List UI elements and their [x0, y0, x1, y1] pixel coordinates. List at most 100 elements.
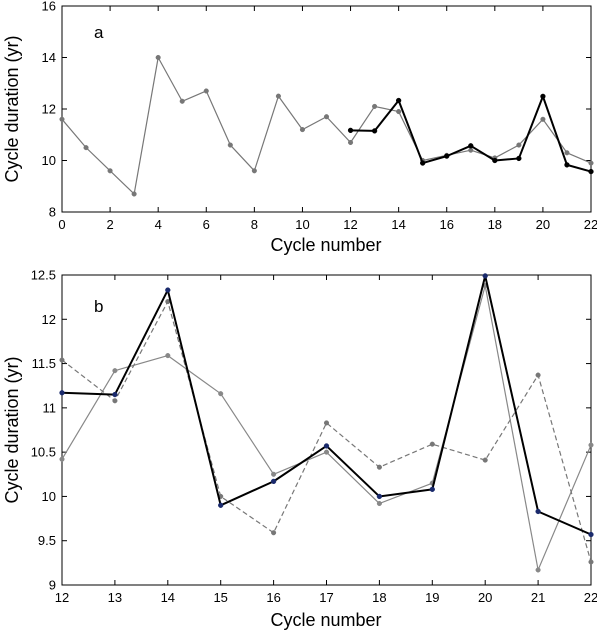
panel-a-series-1-point: [179, 98, 185, 104]
panel-b-series-2-point: [482, 457, 488, 463]
panel-b-x-tick-label: 17: [319, 590, 333, 605]
panel-a-frame: [61, 5, 592, 213]
panel-a-series-1-point: [323, 114, 330, 120]
panel-b-series-1-line: [61, 285, 592, 571]
panel-b-series-3-point: [59, 390, 65, 396]
panel-a-series-1-point: [107, 168, 113, 174]
panel-b-series-2-point: [112, 398, 118, 404]
panel-a-series-2-point: [588, 168, 594, 175]
panel-b-series-3-point: [482, 273, 488, 279]
panel-a-series-1-point: [83, 145, 89, 151]
panel-b-series: [59, 273, 594, 573]
panel-a-series-1-point: [203, 88, 209, 94]
panel-a-series-1-point: [227, 142, 233, 148]
panel-b-x-tick-label: 22: [584, 590, 597, 605]
panel-a-x-tick-label: 20: [536, 217, 550, 232]
panel-b-series-1-point: [165, 353, 171, 359]
panel-a-y-axis-title: Cycle duration (yr): [2, 35, 22, 182]
panel-b-series-3-point: [218, 502, 224, 508]
panel-b-series-3-point: [429, 486, 435, 492]
panel-a-series-2-point: [492, 157, 498, 164]
panel-b-series-3-point: [112, 391, 118, 398]
panel-a-series-1-point: [468, 147, 474, 153]
panel-b-y-tick-label: 10: [42, 489, 56, 504]
panel-a-series-1-point: [275, 93, 281, 99]
panel-a-x-tick-label: 12: [343, 217, 357, 232]
panel-b-x-tick-label: 14: [161, 590, 175, 605]
panel-b-y-tick-label: 11.5: [32, 356, 56, 371]
panel-a-series-2-point: [540, 93, 546, 100]
panel-a-x-tick-label: 8: [251, 217, 258, 232]
panel-b-x-tick-label: 12: [55, 590, 69, 605]
panel-b-series-1-point: [376, 500, 382, 507]
panel-b-series-3-point: [270, 478, 277, 485]
panel-a-series-2-point: [468, 143, 474, 149]
panel-b-series-1-point: [59, 456, 65, 462]
panel-b-x-tick-label: 18: [372, 590, 386, 605]
panel-a-x-axis-title: Cycle number: [270, 235, 381, 255]
panel-b-y-axis-title: Cycle duration (yr): [2, 356, 22, 503]
panel-a-series-2-point: [516, 155, 522, 162]
panel-b-y-tick-label: 9.5: [38, 533, 56, 548]
panel-a-series-1-point: [348, 139, 354, 146]
panel-a-x-tick-label: 14: [391, 217, 405, 232]
panel-b-y-tick-label: 9: [49, 578, 56, 593]
panel-a-y-tick-label: 14: [42, 50, 56, 65]
panel-b-series-3-point: [376, 493, 383, 500]
panel-b-series-3-point: [323, 443, 330, 449]
panel-b-series-3-point: [165, 287, 171, 293]
panel-a-series-1-point: [251, 168, 257, 174]
panel-b-x-tick-label: 13: [108, 590, 122, 605]
panel-a-series-1-point: [372, 103, 378, 109]
panel-a-series-2-point: [347, 127, 354, 134]
panel-a-x-tick-label: 16: [439, 217, 453, 232]
panel-b-series-1-point: [218, 391, 224, 397]
panel-b-series-2-point: [59, 357, 65, 363]
panel-b-x-tick-label: 16: [266, 590, 280, 605]
panel-a-series-1-point: [155, 54, 161, 61]
panel-b-y-tick-label: 12.5: [31, 268, 56, 283]
panel-a-series-2-line: [350, 95, 592, 173]
panel-a-x-tick-label: 0: [58, 217, 65, 232]
panel-a-series-1-point: [131, 191, 137, 197]
panel-a-y-tick-label: 8: [49, 205, 56, 220]
panel-b-series-1-point: [323, 449, 330, 455]
panel-a-series-2-point: [564, 162, 570, 168]
panel-b-series-1-point: [112, 368, 118, 374]
panel-b-y-tick-label: 10.5: [31, 445, 56, 460]
panel-a-series: [59, 54, 594, 197]
panel-b-series-2-point: [271, 530, 277, 536]
panel-a-series-1-point: [588, 160, 594, 166]
panel-b-series-2-point: [535, 372, 541, 378]
panel-a-series-1-point: [564, 150, 570, 156]
panel-a-x-tick-label: 18: [488, 217, 502, 232]
panel-b-x-tick-label: 19: [425, 590, 439, 605]
panel-a-series-1-point: [396, 109, 402, 115]
panel-a-series-2-point: [371, 128, 378, 134]
panel-b-series-2-point: [588, 559, 594, 565]
panel-a-x-tick-label: 2: [106, 217, 113, 232]
panel-a-series-1-point: [59, 116, 65, 122]
panel-a-series-1-point: [516, 142, 522, 148]
panel-b-series-1-point: [588, 442, 594, 448]
panel-b-y-tick-label: 11: [43, 400, 57, 415]
panel-a-x-tick-label: 10: [295, 217, 309, 232]
panel-b-label: b: [94, 297, 103, 316]
panel-a-ticks: 0 2 4 6 8 10 12 14 16 18 20 22 8 10 12 14 16: [42, 0, 597, 232]
panel-a-y-tick-label: 12: [42, 102, 56, 117]
panel-b-series-3-point: [588, 531, 594, 538]
panel-b-x-tick-label: 15: [213, 590, 227, 605]
panel-a-series-2-point: [444, 153, 450, 159]
panel-a-x-tick-label: 22: [584, 217, 597, 232]
panel-b-y-tick-label: 12: [42, 312, 56, 327]
panel-b-series-3-line: [61, 274, 592, 536]
panel-b-series-1-point: [271, 471, 277, 477]
panel-a-series-1-line: [61, 56, 592, 195]
panel-a-label: a: [94, 23, 104, 42]
panel-b: 12 13 14 15 16 17 18 19 20 21 22 9 9.5 10 10.5 11 11.5 12…: [2, 268, 597, 631]
panel-a-x-tick-label: 4: [155, 217, 162, 232]
panel-a-y-tick-label: 10: [42, 153, 56, 168]
panel-a-series-2-point: [420, 160, 426, 166]
panel-b-series-2-point: [323, 420, 330, 426]
panel-a-series-1-point: [540, 116, 546, 122]
